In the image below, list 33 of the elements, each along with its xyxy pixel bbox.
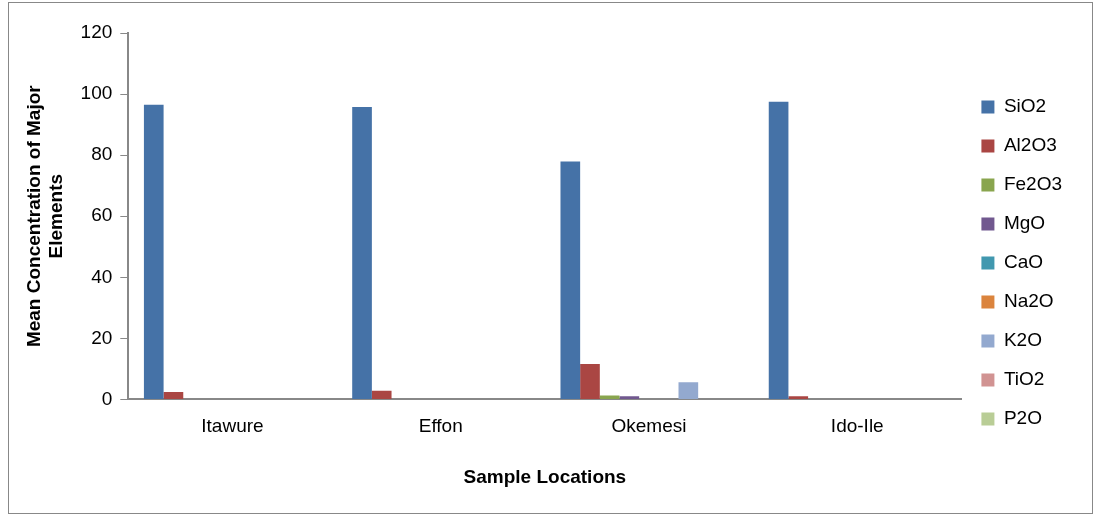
bar (619, 396, 640, 399)
y-tick-label: 120 (80, 21, 113, 43)
y-tick-label: 0 (101, 387, 113, 409)
legend-label: MgO (1003, 212, 1046, 234)
legend-label: Al2O3 (1003, 134, 1057, 156)
bar (768, 101, 789, 399)
legend-label: Fe2O3 (1003, 173, 1063, 195)
y-tick-label: 20 (91, 326, 113, 348)
x-tick-label: Ido-Ile (830, 415, 884, 437)
legend-label: P2O (1003, 407, 1042, 429)
legend-label: Na2O (1003, 290, 1054, 312)
legend-label: TiO2 (1003, 368, 1045, 390)
y-tick-label: 80 (91, 143, 113, 165)
x-axis-title: Sample Locations (463, 465, 627, 487)
bar (599, 395, 620, 399)
bar (163, 392, 184, 399)
y-tick-label: 40 (91, 265, 113, 287)
y-tick-label: 60 (91, 204, 113, 226)
bar (580, 363, 600, 399)
bar (788, 396, 809, 399)
bar (371, 390, 392, 399)
bar (352, 106, 372, 399)
legend-label: K2O (1003, 329, 1042, 351)
bar (560, 161, 581, 399)
y-tick-label: 100 (80, 82, 113, 104)
legend-label: SiO2 (1003, 95, 1047, 117)
x-tick-label: Effon (418, 415, 463, 437)
bar (143, 104, 164, 399)
x-tick-label: Okemesi (611, 415, 687, 437)
legend-label: CaO (1003, 251, 1043, 273)
x-tick-label: Itawure (201, 415, 264, 437)
bar (678, 382, 699, 399)
y-axis-title: Mean Concentration of Major Elements (22, 84, 67, 348)
